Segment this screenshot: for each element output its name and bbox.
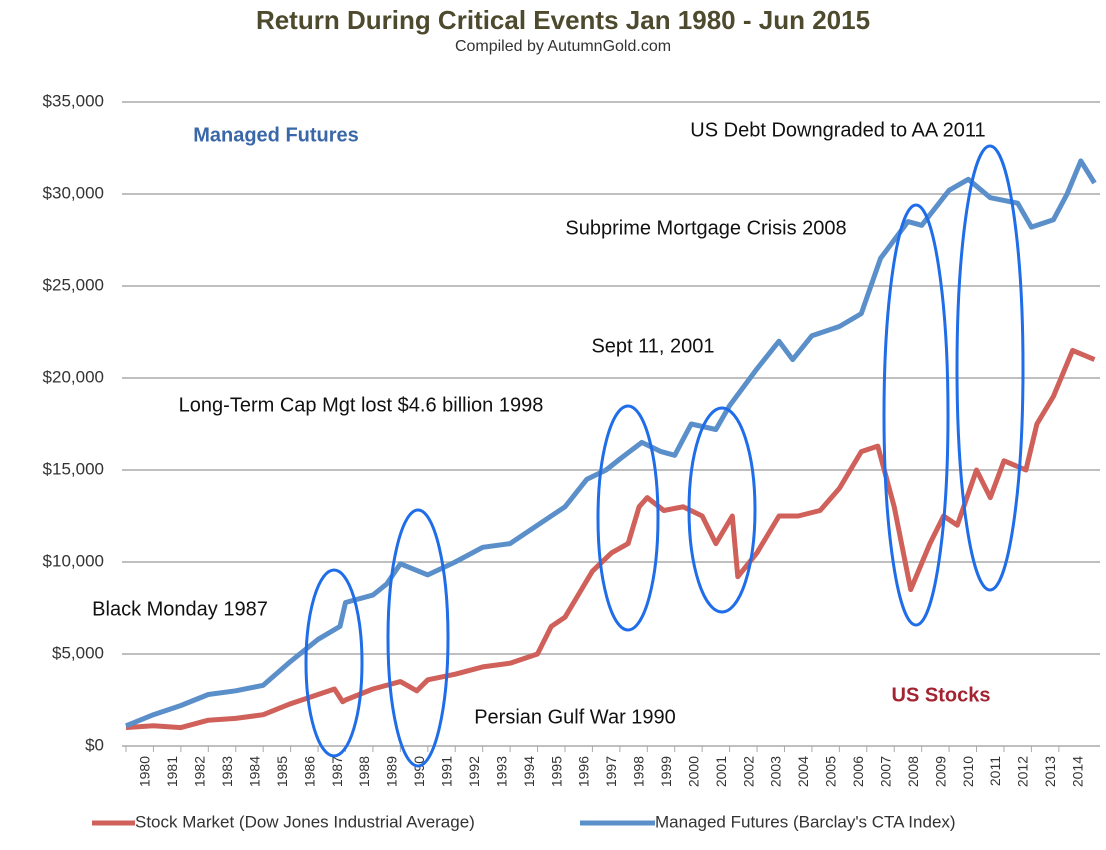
x-tick-label: 1993 [493, 756, 509, 787]
legend-label: Managed Futures (Barclay's CTA Index) [655, 812, 956, 831]
x-tick-label: 2008 [905, 756, 921, 787]
x-tick-label: 1997 [603, 756, 619, 787]
highlight-ellipse [596, 404, 660, 632]
x-tick-label: 1989 [384, 756, 400, 787]
x-tick-label: 2009 [932, 756, 948, 787]
x-tick-label: 1987 [329, 756, 345, 787]
x-tick-label: 1994 [521, 756, 537, 787]
x-tick-label: 1980 [137, 756, 153, 787]
y-tick-label: $0 [85, 735, 104, 754]
y-tick-label: $30,000 [43, 183, 104, 202]
highlight-ellipse [386, 508, 450, 768]
highlight-ellipse [687, 406, 757, 614]
x-tick-label: 1998 [631, 756, 647, 787]
annotation: US Stocks [892, 684, 991, 706]
y-tick-label: $25,000 [43, 275, 104, 294]
line [125, 158, 1097, 729]
x-tick-label: 1981 [164, 756, 180, 787]
annotation: Black Monday 1987 [92, 598, 268, 620]
y-tick-label: $35,000 [43, 91, 104, 110]
highlight-ellipse [955, 144, 1025, 592]
legend-label: Stock Market (Dow Jones Industrial Avera… [135, 812, 475, 831]
y-tick-label: $10,000 [43, 551, 104, 570]
annotation: Managed Futures [193, 124, 359, 146]
x-tick-label: 1983 [219, 756, 235, 787]
x-tick-label: 1991 [439, 756, 455, 787]
x-tick-label: 2013 [1042, 756, 1058, 787]
x-tick-label: 2011 [987, 756, 1003, 786]
annotation: Long-Term Cap Mgt lost $4.6 billion 1998 [179, 394, 544, 416]
x-tick-label: 2002 [740, 756, 756, 787]
chart-title: Return During Critical Events Jan 1980 -… [256, 5, 870, 35]
x-tick-label: 2012 [1015, 756, 1031, 787]
x-tick-label: 1999 [658, 756, 674, 787]
chart-subtitle: Compiled by AutumnGold.com [455, 38, 671, 55]
x-tick-label: 2005 [823, 756, 839, 787]
x-tick-label: 1982 [192, 756, 208, 787]
x-tick-label: 2010 [960, 756, 976, 787]
x-tick-label: 2003 [768, 756, 784, 787]
x-tick-label: 2007 [877, 756, 893, 787]
highlight-ellipse [882, 203, 950, 627]
annotation: Persian Gulf War 1990 [474, 706, 676, 728]
x-tick-label: 1985 [274, 756, 290, 787]
x-tick-label: 2004 [795, 756, 811, 787]
line [125, 347, 1096, 731]
x-tick-label: 2014 [1070, 756, 1086, 787]
y-tick-label: $20,000 [43, 367, 104, 386]
annotation: US Debt Downgraded to AA 2011 [690, 119, 985, 141]
y-tick-label: $5,000 [52, 643, 104, 662]
x-tick-label: 1995 [548, 756, 564, 787]
x-tick-label: 1986 [301, 756, 317, 787]
highlight-ellipse [304, 568, 364, 758]
annotation: Subprime Mortgage Crisis 2008 [565, 217, 846, 239]
x-tick-label: 1990 [411, 756, 427, 787]
x-tick-label: 1996 [576, 756, 592, 787]
x-tick-label: 2001 [713, 756, 729, 787]
x-tick-label: 2006 [850, 756, 866, 787]
y-tick-label: $15,000 [43, 459, 104, 478]
x-tick-label: 1988 [356, 756, 372, 787]
x-tick-label: 1984 [246, 756, 262, 787]
x-tick-label: 2000 [685, 756, 701, 787]
x-tick-label: 1992 [466, 756, 482, 787]
annotation: Sept 11, 2001 [591, 335, 714, 357]
